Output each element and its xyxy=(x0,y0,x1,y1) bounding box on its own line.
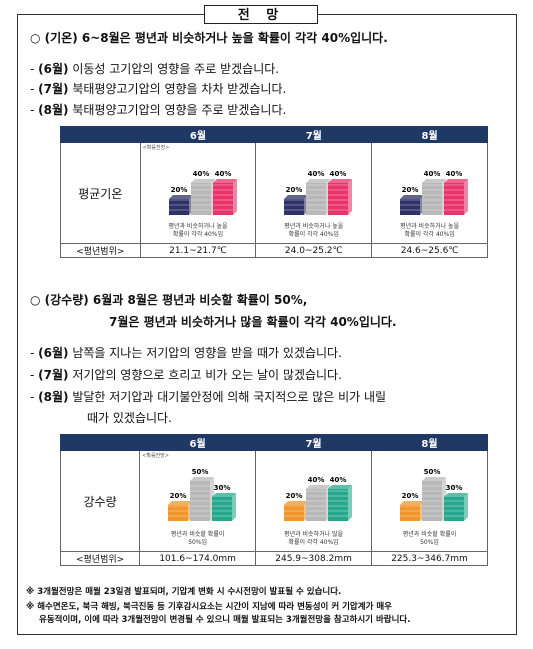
note-2: ※ 해수면온도, 북극 해빙, 북극진동 등 기후감시요소는 시간이 지남에 따… xyxy=(26,602,392,612)
precipitation-table: 6월 7월 8월 강수량 <확률전망> 20% 50% 30% 평년과 비슷할 확률… xyxy=(59,434,488,566)
probability-blocks-july: 20% 40% 40% xyxy=(284,170,353,215)
range-june: 101.6~174.0mm xyxy=(139,551,257,566)
block-above xyxy=(328,485,353,521)
range-july: 245.9~308.2mm xyxy=(255,551,373,566)
block-above xyxy=(212,179,237,215)
precip-bullet-june: - (6월) 남쪽을 지나는 저기압의 영향을 받을 때가 있겠습니다. xyxy=(30,346,342,360)
note-1: ※ 3개월전망은 매월 23일경 발표되며, 기압계 변화 시 수시전망이 발표… xyxy=(26,587,342,597)
prob-label-normal: 40% xyxy=(308,476,325,484)
temperature-heading: ○ (기온) 6~8월은 평년과 비슷하거나 높을 확률이 각각 40%입니다. xyxy=(30,31,388,45)
header-june: 6월 xyxy=(139,126,257,143)
probability-blocks-august: 20% 40% 40% xyxy=(400,170,469,215)
prob-label-above: 40% xyxy=(214,170,231,178)
header-empty xyxy=(59,434,141,451)
temp-bullet-august: - (8월) 북태평양고기압의 영향을 주로 받겠습니다. xyxy=(30,103,287,117)
prob-label-above: 40% xyxy=(330,170,347,178)
prob-label-below: 20% xyxy=(286,186,303,194)
temp-cell-july: 20% 40% 40% 평년과 비슷하거나 높을 확률이 각각 40%임 xyxy=(255,142,373,244)
block-above xyxy=(328,179,353,215)
probability-blocks-july: 20% 40% 40% xyxy=(284,476,353,521)
block-below xyxy=(168,501,193,521)
temp-cell-august: 20% 40% 40% 평년과 비슷하거나 높을 확률이 각각 40%임 xyxy=(371,142,488,244)
temp-cell-june: <확률전망> 20% 40% 40% 평년과 비슷하거나 높을 확률이 각각 40%임 xyxy=(139,142,257,244)
prob-label-below: 20% xyxy=(170,186,187,194)
note-3: 유동적이며, 이에 따라 3개월전망이 변경될 수 있으니 매월 발표되는 3개… xyxy=(39,615,411,625)
range-june: 21.1~21.7℃ xyxy=(139,243,257,258)
block-above xyxy=(444,493,469,521)
precip-cell-june: <확률전망> 20% 50% 30% 평년과 비슷할 확률이 50%임 xyxy=(139,450,257,552)
precip-cell-august: 20% 50% 30% 평년과 비슷할 확률이 50%임 xyxy=(371,450,488,552)
prob-label-normal: 40% xyxy=(424,170,441,178)
block-normal xyxy=(306,179,331,215)
range-label: <평년범위> xyxy=(59,551,141,566)
range-august: 24.6~25.6℃ xyxy=(371,243,488,258)
caption: 평년과 비슷하거나 높을 확률이 각각 40%임 xyxy=(168,223,228,238)
prob-label-above: 40% xyxy=(446,170,463,178)
header-july: 7월 xyxy=(255,434,373,451)
page-title: 전 망 xyxy=(204,5,318,24)
caption: 평년과 비슷하거나 높을 확률이 각각 40%임 xyxy=(284,223,344,238)
header-empty xyxy=(60,126,141,143)
range-august: 225.3~346.7mm xyxy=(371,551,488,566)
temperature-table: 6월 7월 8월 평균기온 <확률전망> 20% 40% 40% 평년과 비슷하거나… xyxy=(60,126,488,258)
block-normal xyxy=(190,477,215,521)
block-below xyxy=(168,195,193,215)
prob-label-normal: 40% xyxy=(308,170,325,178)
prob-label-normal: 50% xyxy=(424,468,441,476)
block-below xyxy=(400,195,425,215)
block-above xyxy=(212,493,237,521)
probability-blocks-august: 20% 50% 30% xyxy=(400,468,469,521)
block-normal xyxy=(190,179,215,215)
caption: 평년과 비슷하거나 많을 확률이 각각 40%임 xyxy=(284,531,344,546)
header-june: 6월 xyxy=(139,434,257,451)
precip-bullet-august: - (8월) 발달한 저기압과 대기불안정에 의해 국지적으로 많은 비가 내릴 xyxy=(30,390,387,404)
header-august: 8월 xyxy=(371,126,488,143)
temp-bullet-june: - (6월) 이동성 고기압의 영향을 주로 받겠습니다. xyxy=(30,62,280,76)
precip-cell-july: 20% 40% 40% 평년과 비슷하거나 많을 확률이 각각 40%임 xyxy=(255,450,373,552)
block-below xyxy=(400,501,425,521)
probability-blocks-june: 20% 50% 30% xyxy=(168,468,237,521)
precipitation-heading-line1: ○ (강수량) 6월과 8월은 평년과 비슷할 확률이 50%, xyxy=(30,293,308,307)
caption: 평년과 비슷하거나 높을 확률이 각각 40%임 xyxy=(400,223,460,238)
prob-label-above: 40% xyxy=(330,476,347,484)
block-above xyxy=(444,179,469,215)
row-label-precipitation: 강수량 xyxy=(59,450,141,552)
block-normal xyxy=(422,477,447,521)
range-label: <평년범위> xyxy=(60,243,141,258)
prob-tag: <확률전망> xyxy=(142,145,170,151)
header-july: 7월 xyxy=(255,126,373,143)
block-normal xyxy=(422,179,447,215)
block-below xyxy=(284,195,309,215)
probability-blocks-june: 20% 40% 40% xyxy=(168,170,237,215)
block-below xyxy=(284,501,309,521)
caption: 평년과 비슷할 확률이 50%임 xyxy=(170,531,225,546)
prob-label-below: 20% xyxy=(286,492,303,500)
header-august: 8월 xyxy=(371,434,488,451)
precipitation-heading-line2: 7월은 평년과 비슷하거나 많을 확률이 각각 40%입니다. xyxy=(109,315,397,329)
prob-label-below: 20% xyxy=(402,492,419,500)
caption: 평년과 비슷할 확률이 50%임 xyxy=(402,531,457,546)
row-label-temperature: 평균기온 xyxy=(60,142,141,244)
block-normal xyxy=(306,485,331,521)
prob-label-normal: 50% xyxy=(192,468,209,476)
temp-bullet-july: - (7월) 북태평양고기압의 영향을 차차 받겠습니다. xyxy=(30,82,287,96)
prob-label-normal: 40% xyxy=(192,170,209,178)
prob-label-below: 20% xyxy=(402,186,419,194)
prob-label-below: 20% xyxy=(170,492,187,500)
prob-label-above: 30% xyxy=(446,484,463,492)
prob-label-above: 30% xyxy=(214,484,231,492)
prob-tag: <확률전망> xyxy=(142,453,169,459)
precip-bullet-continuation: 때가 있겠습니다. xyxy=(87,411,172,425)
range-july: 24.0~25.2℃ xyxy=(255,243,373,258)
precip-bullet-july: - (7월) 저기압의 영향으로 흐리고 비가 오는 날이 많겠습니다. xyxy=(30,368,342,382)
